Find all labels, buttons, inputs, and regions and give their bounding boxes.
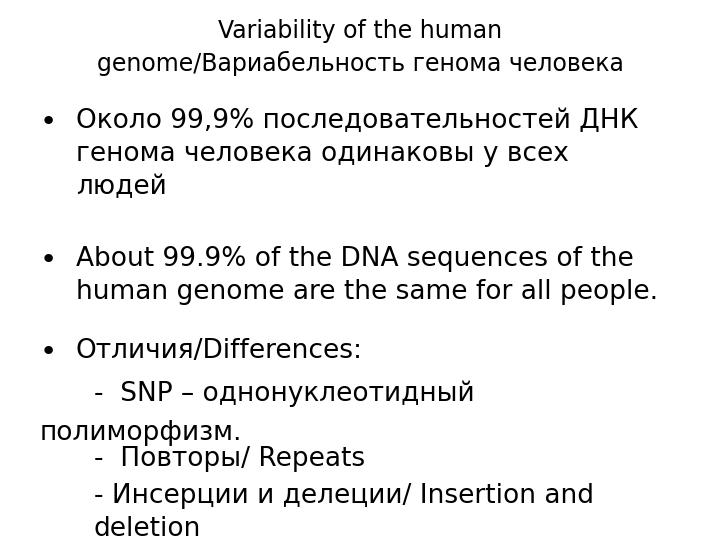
Text: -  Повторы/ Repeats: - Повторы/ Repeats [94,446,365,471]
Text: •: • [40,246,57,274]
Text: полиморфизм.: полиморфизм. [40,421,242,447]
Text: -  SNP – однонуклеотидный: - SNP – однонуклеотидный [94,381,474,407]
Text: •: • [40,338,57,366]
Text: Variability of the human
genome/Вариабельность генома человека: Variability of the human genome/Вариабел… [96,19,624,76]
Text: •: • [40,108,57,136]
Text: Около 99,9% последовательностей ДНК
генома человека одинаковы у всех
людей: Около 99,9% последовательностей ДНК гено… [76,108,638,200]
Text: About 99.9% of the DNA sequences of the
human genome are the same for all people: About 99.9% of the DNA sequences of the … [76,246,658,305]
Text: - Инсерции и делеции/ Insertion and
deletion: - Инсерции и делеции/ Insertion and dele… [94,483,593,540]
Text: Отличия/Differences:: Отличия/Differences: [76,338,363,363]
